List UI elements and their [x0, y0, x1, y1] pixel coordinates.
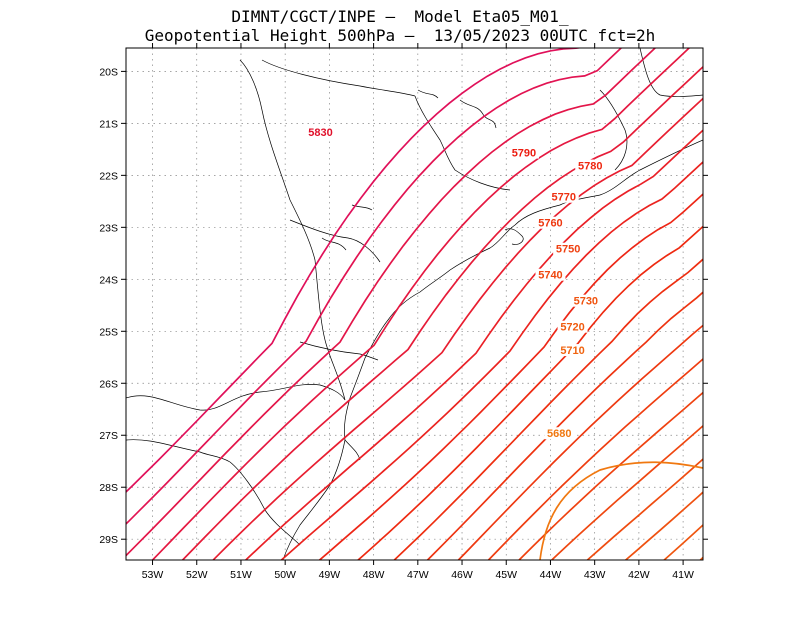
contour-label-bg: [508, 146, 539, 159]
contour-label-bg: [557, 344, 588, 357]
lon-label: 45W: [495, 569, 517, 581]
contour-label-bg: [575, 159, 606, 172]
contour-labels: 5830 5790 5780 5770 5760 5750 5740 5730 5720 5710…: [305, 125, 606, 440]
height-contour: [181, 65, 703, 560]
contour-label: 5830: [308, 127, 332, 139]
plot-area: [126, 48, 703, 560]
lake-1: [417, 89, 439, 99]
height-contour: [318, 193, 703, 560]
lat-label: 25S: [99, 326, 118, 338]
lon-label: 51W: [230, 569, 252, 581]
height-contour: [517, 391, 703, 560]
contour-label: 5710: [560, 345, 584, 357]
map-title-line-2: Geopotential Height 500hPa – 13/05/2023 …: [144, 26, 656, 45]
contour-label-bg: [570, 294, 601, 307]
contour-label: 5770: [551, 192, 575, 204]
contour-label: 5740: [538, 270, 562, 282]
height-contour: [487, 357, 703, 560]
lake-4: [321, 237, 347, 251]
lon-label: 46W: [451, 569, 473, 581]
lat-label: 29S: [99, 534, 118, 546]
lon-label: 41W: [672, 569, 694, 581]
height-contour: [212, 97, 703, 560]
bay-rj: [504, 228, 524, 245]
height-contour: [457, 324, 703, 560]
height-contour: [126, 48, 584, 494]
lon-label: 43W: [584, 569, 606, 581]
lake-3: [351, 204, 373, 211]
contour-label: 5680: [547, 428, 571, 440]
lat-label: 26S: [99, 378, 118, 390]
lat-label: 23S: [99, 222, 118, 234]
contour-label: 5720: [560, 322, 584, 334]
lat-label: 21S: [99, 118, 118, 130]
lat-label: 20S: [99, 66, 118, 78]
lon-label: 44W: [540, 569, 562, 581]
lon-label: 50W: [274, 569, 296, 581]
contour-label: 5730: [574, 296, 598, 308]
height-contour: [720, 0, 800, 605]
height-contour: [788, 0, 800, 598]
contour-label-bg: [535, 268, 566, 281]
contour-label-bg: [548, 190, 579, 203]
height-contour: [280, 160, 703, 560]
river-border: [239, 59, 346, 401]
height-contour: [244, 129, 703, 560]
lon-label: 47W: [407, 569, 429, 581]
lon-label: 52W: [186, 569, 208, 581]
contour-label: 5750: [556, 244, 580, 256]
contour-label-bg: [557, 320, 588, 333]
map-title-line-1: DIMNT/CGCT/INPE – Model Eta05_M01_: [231, 7, 569, 26]
coast-main: [282, 139, 703, 560]
contour-label: 5760: [538, 218, 562, 230]
lat-label: 24S: [99, 274, 118, 286]
lon-label: 49W: [319, 569, 341, 581]
contour-label-bg: [305, 125, 336, 138]
height-contour: [586, 457, 703, 560]
lat-label: 27S: [99, 430, 118, 442]
lon-label: 42W: [628, 569, 650, 581]
lat-label: 22S: [99, 170, 118, 182]
border-mg-sp: [261, 59, 416, 97]
lat-label: 28S: [99, 482, 118, 494]
lon-label: 48W: [363, 569, 385, 581]
contour-label: 5780: [578, 161, 602, 173]
height-contour: [393, 258, 703, 560]
contour-label: 5790: [512, 148, 536, 160]
height-contour: [126, 48, 623, 526]
height-contour: [151, 48, 691, 560]
lon-label: 53W: [142, 569, 164, 581]
contour-label-bg: [544, 427, 575, 440]
height-contour: [126, 48, 657, 557]
border-pr-sp: [289, 219, 381, 263]
height-contour: [550, 424, 703, 560]
longitude-axis: 53W 52W 51W 50W 49W 48W 47W 46W 45W 44W 43W 42W 41W: [142, 43, 694, 581]
height-contour: [539, 461, 703, 560]
border-mg-rj: [414, 95, 511, 191]
height-contours: [126, 0, 800, 605]
ne-border: [639, 48, 703, 97]
height-contour: [426, 291, 703, 560]
border-es: [599, 89, 628, 171]
height-contour: [754, 0, 800, 602]
contour-label-bg: [553, 242, 584, 255]
plot-frame: [125, 47, 704, 561]
border-sc: [299, 341, 379, 361]
height-contour: [356, 225, 703, 560]
latitude-axis: 20S 21S 22S 23S 24S 25S 26S 27S 28S 29S: [99, 66, 708, 546]
contour-label-bg: [535, 216, 566, 229]
